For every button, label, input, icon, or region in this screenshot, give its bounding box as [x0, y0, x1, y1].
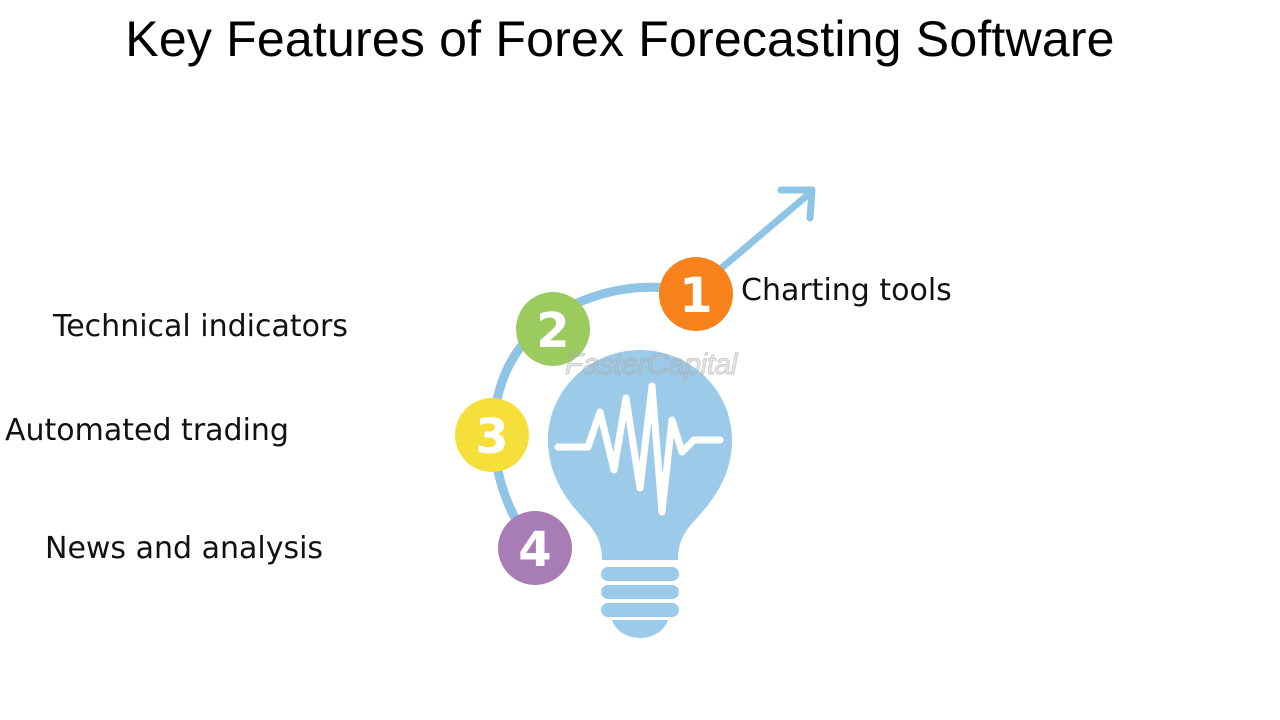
feature-number-3: 3 — [475, 409, 508, 465]
feature-number-2: 2 — [536, 303, 569, 359]
lightbulb-icon — [548, 350, 732, 638]
feature-number-4: 4 — [518, 522, 551, 578]
feature-marker-4: 4 — [498, 511, 572, 585]
feature-marker-1: 1 — [659, 257, 733, 331]
feature-label-charting-tools: Charting tools — [741, 273, 952, 308]
feature-marker-2: 2 — [516, 292, 590, 366]
arrow-up-right-icon — [701, 186, 816, 286]
feature-label-automated-trading: Automated trading — [5, 413, 289, 448]
feature-marker-3: 3 — [455, 398, 529, 472]
feature-number-1: 1 — [679, 268, 712, 324]
heartbeat-pulse-icon — [554, 382, 724, 516]
feature-label-news-and-analysis: News and analysis — [45, 531, 324, 566]
page-title: Key Features of Forex Forecasting Softwa… — [125, 11, 1115, 67]
feature-label-technical-indicators: Technical indicators — [53, 309, 348, 344]
progress-arc — [489, 282, 700, 550]
watermark: FasterCapital — [565, 348, 738, 382]
